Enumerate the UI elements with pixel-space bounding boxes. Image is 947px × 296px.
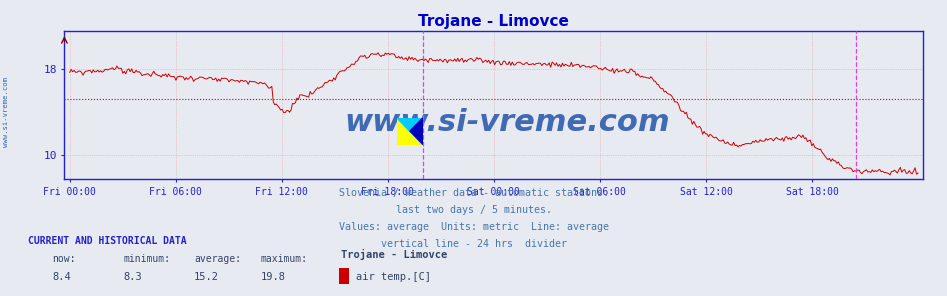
Text: 15.2: 15.2 (194, 272, 219, 282)
Text: minimum:: minimum: (123, 254, 170, 264)
Text: www.si-vreme.com: www.si-vreme.com (3, 78, 9, 147)
Text: www.si-vreme.com: www.si-vreme.com (344, 108, 670, 137)
Polygon shape (410, 118, 423, 144)
Polygon shape (397, 118, 423, 144)
Text: air temp.[C]: air temp.[C] (356, 272, 431, 282)
Text: Slovenia / weather data - automatic stations.: Slovenia / weather data - automatic stat… (338, 188, 609, 198)
Text: vertical line - 24 hrs  divider: vertical line - 24 hrs divider (381, 239, 566, 250)
Text: now:: now: (52, 254, 76, 264)
Text: average:: average: (194, 254, 241, 264)
Polygon shape (397, 118, 423, 144)
Title: Trojane - Limovce: Trojane - Limovce (419, 14, 569, 28)
Text: maximum:: maximum: (260, 254, 308, 264)
Text: 19.8: 19.8 (260, 272, 285, 282)
Text: last two days / 5 minutes.: last two days / 5 minutes. (396, 205, 551, 215)
Text: 8.3: 8.3 (123, 272, 142, 282)
Text: Trojane - Limovce: Trojane - Limovce (341, 248, 447, 260)
Text: Values: average  Units: metric  Line: average: Values: average Units: metric Line: aver… (338, 222, 609, 232)
Text: CURRENT AND HISTORICAL DATA: CURRENT AND HISTORICAL DATA (28, 236, 188, 246)
Text: 8.4: 8.4 (52, 272, 71, 282)
